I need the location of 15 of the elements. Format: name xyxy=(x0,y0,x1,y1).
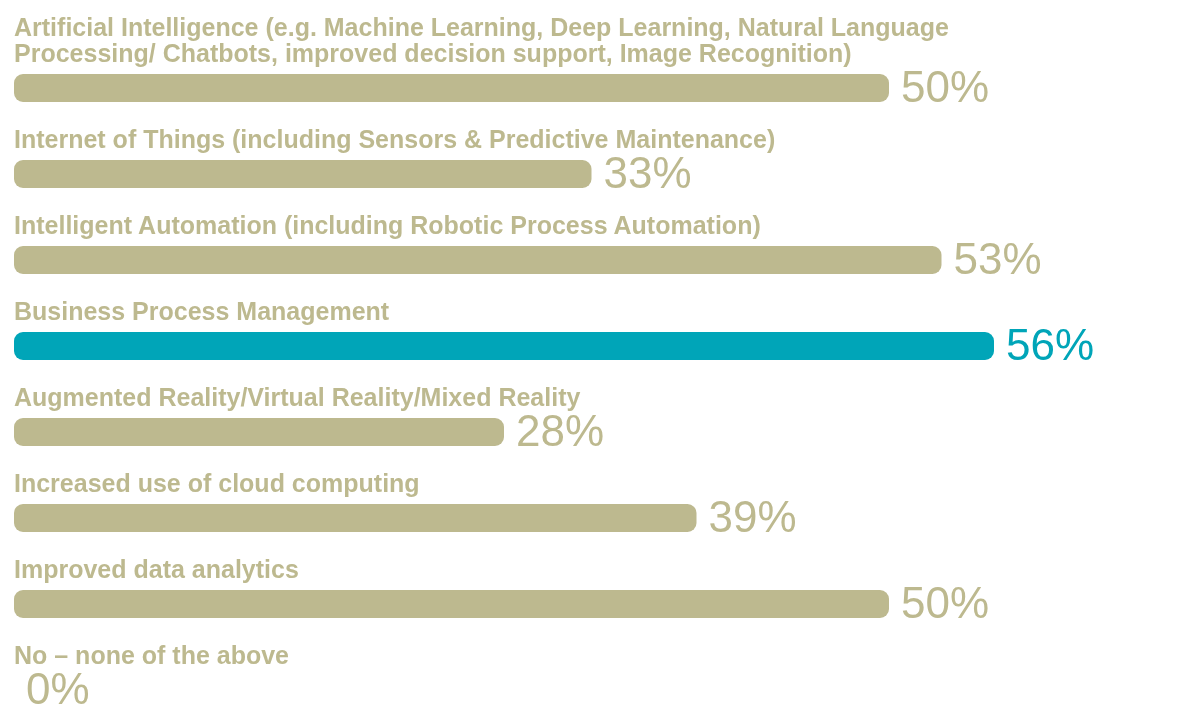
bar xyxy=(14,332,994,360)
data-label: 53% xyxy=(953,234,1042,283)
bar xyxy=(14,160,592,188)
data-label: 56% xyxy=(1006,320,1095,369)
bar xyxy=(14,504,697,532)
bar xyxy=(14,74,889,102)
y-tick-label: Business Process Management xyxy=(14,297,390,325)
bar xyxy=(14,590,889,618)
data-label: 39% xyxy=(708,492,797,541)
y-tick-label: Increased use of cloud computing xyxy=(14,469,420,497)
bar xyxy=(14,418,504,446)
bar xyxy=(14,246,942,274)
y-tick-label: Intelligent Automation (including Robotic Process Automation) xyxy=(14,211,761,239)
y-tick-label: Improved data analytics xyxy=(14,555,299,583)
data-label: 50% xyxy=(901,578,990,627)
